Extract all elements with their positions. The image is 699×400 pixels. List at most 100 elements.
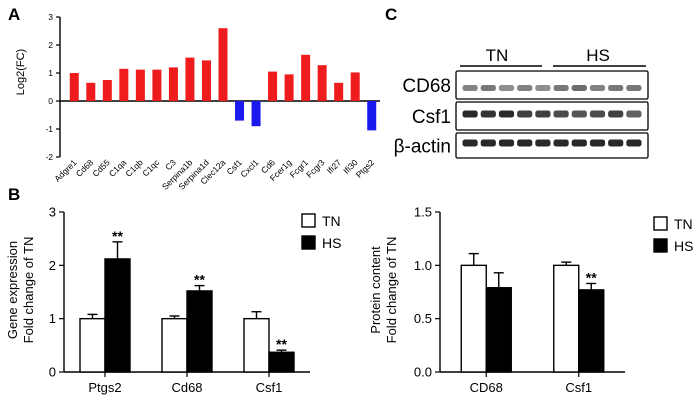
wb-band-csf1 (608, 111, 623, 118)
panel-label-c: C (385, 5, 397, 24)
chart-c-legend-swatch-tn (654, 217, 667, 230)
wb-band-actin (590, 140, 605, 147)
chart-a-y-tick-label: -2 (45, 152, 53, 162)
chart-a-bars (70, 28, 376, 130)
chart-c-bar-tn-csf1 (554, 265, 579, 372)
chart-a-y-axis: -2 -1 0 1 2 3 (45, 12, 380, 162)
chart-b-y-tick-label: 1 (49, 311, 56, 326)
chart-b-x-tick-label: Csf1 (256, 380, 283, 395)
chart-a-x-tick-label: Cxcl1 (238, 157, 260, 179)
wb-band-actin (535, 140, 550, 147)
chart-b-legend-label-hs: HS (322, 235, 341, 251)
wb-band-actin (554, 140, 569, 147)
wb-band-actin (481, 140, 496, 147)
wb-band-csf1 (463, 111, 478, 118)
chart-c-bar-hs-cd68 (486, 288, 511, 372)
chart-a-bar-csf1 (235, 101, 244, 121)
wb-band-cd68 (535, 85, 550, 91)
wb-band-actin (499, 140, 514, 147)
chart-a-bar-adgre1 (70, 73, 79, 101)
chart-b-significance-csf1: ** (276, 336, 287, 352)
chart-b-bar-hs-cd68 (187, 291, 212, 372)
wb-band-cd68 (626, 85, 641, 91)
chart-a-x-tick-label: C1qa (107, 157, 129, 179)
wb-protein-label-actin: β-actin (394, 137, 451, 158)
chart-b-y-tick-label: 2 (49, 258, 56, 273)
chart-a-bar-c1qc (152, 70, 161, 101)
chart-a-log2fc: Log2(FC) -2 -1 0 1 2 3 Adgre1Cd68Cd55C1qaC1qb… (15, 12, 380, 192)
chart-c-legend-label-hs: HS (674, 238, 693, 254)
wb-group-label-tn: TN (486, 46, 509, 65)
chart-b-gene-expression: Gene expression Fold change of TN 0 1 2 3 Pt… (5, 205, 341, 396)
chart-c-x-tick-label: CD68 (470, 380, 503, 395)
wb-band-csf1 (517, 111, 532, 118)
wb-band-actin (608, 140, 623, 147)
wb-group-label-hs: HS (586, 46, 610, 65)
western-blot: TN HS CD68 Csf1 β-actin (394, 46, 648, 158)
chart-a-bar-cd55 (103, 80, 112, 101)
chart-b-y-tick-label: 3 (49, 205, 56, 220)
chart-b-legend-label-tn: TN (322, 213, 341, 229)
wb-band-cd68 (590, 85, 605, 91)
chart-c-y-tick-label: 1.5 (414, 205, 432, 220)
chart-a-y-tick-label: -1 (45, 124, 53, 134)
chart-b-x-tick-label: Ptgs2 (88, 380, 121, 395)
chart-a-bar-fcgr3 (318, 65, 327, 101)
chart-c-significance-csf1: ** (586, 269, 597, 285)
chart-a-x-tick-label: Ifi27 (325, 157, 344, 176)
chart-c-y-tick-label: 0.5 (414, 311, 432, 326)
wb-band-actin (517, 140, 532, 147)
panel-label-a: A (8, 5, 20, 24)
chart-a-bar-c1qa (119, 69, 128, 101)
chart-b-bar-hs-csf1 (269, 352, 294, 372)
wb-band-csf1 (535, 111, 550, 118)
chart-c-bar-hs-csf1 (579, 290, 604, 372)
wb-band-csf1 (481, 111, 496, 118)
figure-canvas: A B C Log2(FC) -2-10123 Adgre1Cd68Cd55C1… (0, 0, 699, 400)
chart-c-y-label-line2: Fold change of TN (384, 237, 399, 344)
chart-b-y-label-line2: Fold change of TN (21, 237, 36, 344)
chart-a-bar-fcer1g (285, 74, 294, 101)
chart-b-bar-hs-ptgs2 (105, 259, 130, 372)
chart-b-legend: TN HS (302, 213, 341, 251)
chart-b-bar-tn-ptgs2 (80, 319, 105, 372)
chart-a-x-tick-label: Cd55 (90, 157, 112, 179)
wb-band-cd68 (463, 85, 478, 91)
chart-c-y-label-line1: Protein content (368, 246, 383, 334)
chart-a-bar-c1qb (136, 70, 145, 101)
chart-a-y-tick-label: 1 (48, 68, 53, 78)
chart-c-legend: TN HS (654, 216, 693, 254)
chart-b-bar-tn-csf1 (244, 319, 269, 372)
chart-a-bar-c3 (169, 67, 178, 101)
chart-c-bar-tn-cd68 (461, 265, 486, 372)
wb-band-csf1 (499, 111, 514, 118)
wb-band-actin (626, 140, 641, 147)
chart-a-bar-cd68 (86, 83, 95, 101)
chart-c-bars: ** (461, 254, 604, 372)
chart-a-x-tick-label: C1qb (123, 157, 145, 179)
chart-c-y-tick-label: 1.0 (414, 258, 432, 273)
chart-b-y-label-line1: Gene expression (5, 241, 20, 339)
wb-band-cd68 (499, 85, 514, 91)
chart-a-y-tick-label: 2 (48, 40, 53, 50)
chart-a-y-tick-label: 3 (48, 12, 53, 22)
wb-band-cd68 (572, 85, 587, 91)
chart-a-bar-fcgr1 (301, 55, 310, 101)
chart-a-bar-serpina1d (202, 60, 211, 101)
wb-band-cd68 (517, 85, 532, 91)
chart-a-x-tick-label: Cd68 (74, 157, 96, 179)
chart-a-bar-ptgs2 (367, 101, 376, 130)
wb-band-cd68 (608, 85, 623, 91)
chart-c-legend-label-tn: TN (674, 216, 693, 232)
chart-a-y-label: Log2(FC) (15, 49, 27, 95)
chart-b-significance-ptgs2: ** (112, 228, 123, 244)
chart-b-significance-cd68: ** (194, 272, 205, 288)
wb-band-actin (463, 140, 478, 147)
chart-b-y-tick-label: 0 (49, 365, 56, 380)
chart-b-bars: ** ** ** (80, 228, 294, 372)
wb-protein-label-csf1: Csf1 (412, 107, 451, 128)
chart-c-x-tick-label: Csf1 (565, 380, 592, 395)
panel-label-b: B (8, 185, 20, 204)
chart-b-x-tick-label: Cd68 (171, 380, 202, 395)
wb-band-actin (572, 140, 587, 147)
